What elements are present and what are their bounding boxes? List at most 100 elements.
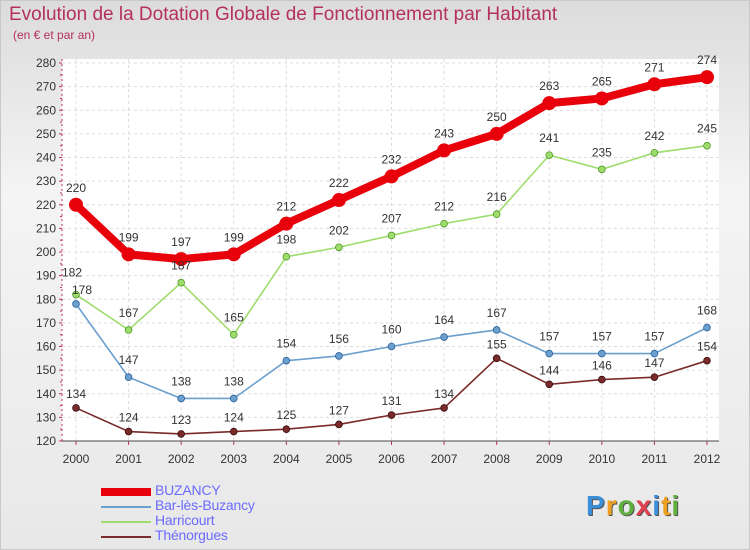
data-label: 241 bbox=[539, 131, 559, 145]
y-tick-label: 270 bbox=[36, 80, 56, 94]
data-label: 265 bbox=[592, 74, 612, 88]
data-point bbox=[335, 243, 343, 252]
data-point bbox=[545, 349, 554, 358]
data-label: 212 bbox=[276, 200, 296, 214]
data-point bbox=[703, 323, 711, 332]
y-tick-label: 210 bbox=[36, 221, 56, 235]
legend-label: Bar-lès-Buzancy bbox=[155, 497, 255, 513]
legend-swatch bbox=[101, 506, 151, 508]
plot-area bbox=[62, 59, 719, 441]
data-label: 134 bbox=[66, 387, 86, 401]
data-point bbox=[229, 394, 238, 403]
data-label: 125 bbox=[276, 408, 296, 422]
data-label: 167 bbox=[487, 306, 507, 320]
data-label: 154 bbox=[276, 337, 296, 351]
data-point bbox=[229, 427, 238, 436]
y-tick-label: 250 bbox=[36, 127, 56, 141]
data-label: 147 bbox=[119, 353, 139, 367]
data-label: 147 bbox=[644, 356, 664, 370]
data-point bbox=[387, 342, 396, 351]
proxiti-logo: Proxiti bbox=[586, 490, 680, 522]
data-point bbox=[177, 278, 185, 287]
data-point bbox=[440, 219, 448, 228]
data-label: 250 bbox=[487, 110, 507, 124]
data-point bbox=[72, 300, 80, 308]
data-label: 207 bbox=[381, 211, 401, 225]
logo-letter: P bbox=[586, 490, 606, 521]
legend-swatch bbox=[101, 521, 151, 523]
x-tick-label: 2010 bbox=[588, 452, 615, 466]
y-tick-label: 150 bbox=[36, 363, 56, 377]
data-label: 242 bbox=[644, 129, 664, 143]
data-label: 199 bbox=[224, 230, 244, 244]
x-tick-label: 2003 bbox=[220, 452, 247, 466]
y-tick-label: 260 bbox=[36, 103, 56, 117]
data-point bbox=[384, 169, 399, 184]
data-point bbox=[542, 96, 557, 111]
y-tick-label: 140 bbox=[36, 387, 56, 401]
x-tick-label: 2007 bbox=[431, 452, 458, 466]
data-point bbox=[703, 356, 711, 365]
y-tick-label: 130 bbox=[36, 410, 56, 424]
data-label: 124 bbox=[224, 411, 244, 425]
data-label: 216 bbox=[487, 190, 507, 204]
data-point bbox=[700, 70, 714, 85]
data-label: 154 bbox=[697, 340, 717, 354]
data-label: 198 bbox=[276, 233, 296, 247]
data-point bbox=[598, 165, 606, 174]
data-point bbox=[650, 349, 659, 358]
data-label: 212 bbox=[434, 200, 454, 214]
data-label: 138 bbox=[224, 374, 244, 388]
data-point bbox=[387, 231, 396, 240]
y-tick-label: 230 bbox=[36, 174, 56, 188]
data-point bbox=[492, 354, 501, 363]
y-tick-label: 240 bbox=[36, 151, 56, 165]
logo-letter: i bbox=[671, 490, 681, 521]
chart-title: Evolution de la Dotation Globale de Fonc… bbox=[9, 4, 558, 25]
y-tick-label: 120 bbox=[36, 434, 56, 448]
data-label: 182 bbox=[62, 266, 82, 280]
data-point bbox=[177, 394, 185, 403]
data-label: 232 bbox=[381, 152, 401, 166]
data-point bbox=[335, 420, 343, 429]
data-point bbox=[174, 252, 189, 267]
x-tick-label: 2004 bbox=[273, 452, 300, 466]
data-point bbox=[545, 151, 554, 159]
data-label: 157 bbox=[539, 330, 559, 344]
data-point bbox=[72, 290, 80, 299]
x-tick-label: 2008 bbox=[483, 452, 510, 466]
y-tick-label: 170 bbox=[36, 316, 56, 330]
data-label: 155 bbox=[487, 337, 507, 351]
data-point bbox=[594, 91, 609, 106]
y-tick-label: 190 bbox=[36, 269, 56, 283]
data-label: 144 bbox=[539, 363, 559, 377]
data-label: 235 bbox=[592, 145, 612, 159]
data-point bbox=[647, 77, 662, 92]
data-point bbox=[69, 197, 83, 212]
data-label: 123 bbox=[171, 413, 191, 427]
data-point bbox=[650, 373, 659, 382]
data-label: 160 bbox=[381, 323, 401, 337]
data-label: 222 bbox=[329, 176, 349, 190]
data-point bbox=[440, 404, 448, 412]
x-tick-label: 2002 bbox=[168, 452, 195, 466]
chart-subtitle: (en € et par an) bbox=[13, 28, 96, 42]
legend-swatch bbox=[101, 536, 151, 538]
data-point bbox=[387, 411, 396, 419]
data-label: 164 bbox=[434, 313, 454, 327]
x-tick-label: 2005 bbox=[326, 452, 353, 466]
data-point bbox=[440, 333, 448, 341]
x-tick-label: 2012 bbox=[694, 452, 721, 466]
data-point bbox=[72, 404, 80, 412]
data-label: 243 bbox=[434, 126, 454, 140]
y-tick-label: 280 bbox=[36, 56, 56, 70]
data-point bbox=[124, 373, 133, 382]
data-label: 156 bbox=[329, 332, 349, 346]
data-label: 202 bbox=[329, 223, 349, 237]
y-tick-label: 220 bbox=[36, 198, 56, 212]
legend-label: Harricourt bbox=[155, 512, 215, 528]
data-point bbox=[226, 247, 241, 262]
data-point bbox=[437, 143, 452, 158]
x-tick-label: 2011 bbox=[642, 452, 668, 466]
data-label: 165 bbox=[224, 311, 244, 325]
